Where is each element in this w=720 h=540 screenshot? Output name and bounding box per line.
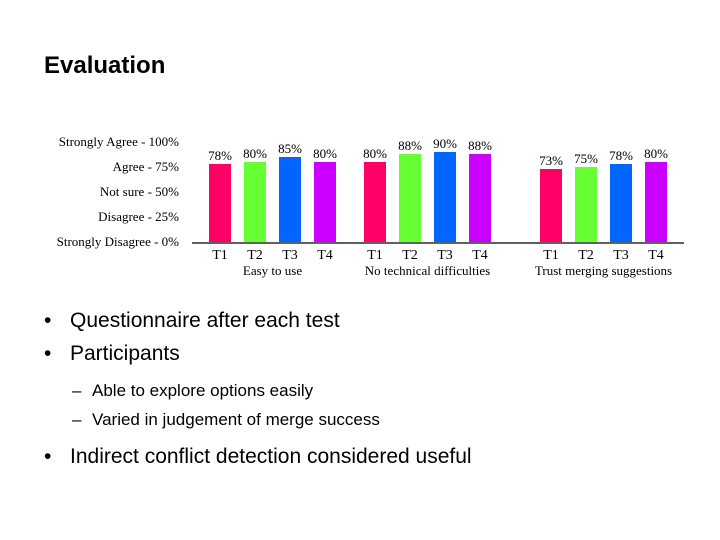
- x-tick-label: T2: [402, 248, 418, 263]
- x-tick-label: T4: [317, 248, 333, 263]
- bullet-text: Participants: [70, 342, 180, 365]
- x-tick-label: T2: [247, 248, 263, 263]
- bullet-marker: •: [44, 309, 52, 332]
- bar-value-label: 78%: [208, 148, 232, 163]
- y-tick-label: Disagree - 25%: [98, 209, 179, 224]
- bar: [610, 164, 632, 242]
- bar: [575, 167, 597, 242]
- bar-value-label: 80%: [644, 146, 668, 161]
- bar-value-label: 80%: [243, 146, 267, 161]
- bullet-item: • Participants: [44, 337, 704, 370]
- x-tick-label: T1: [543, 248, 559, 263]
- sub-bullet-list: – Able to explore options easily – Varie…: [44, 376, 704, 434]
- bar-value-label: 78%: [609, 148, 633, 163]
- bullet-item: • Questionnaire after each test: [44, 304, 704, 337]
- survey-bar-chart: Strongly Agree - 100% Agree - 75% Not sure…: [57, 134, 684, 278]
- group-label: Easy to use: [243, 263, 302, 278]
- sub-bullet-item: – Varied in judgement of merge success: [72, 405, 704, 434]
- bar-value-label: 80%: [363, 146, 387, 161]
- bar-value-label: 75%: [574, 151, 598, 166]
- sub-bullet-text: Varied in judgement of merge success: [92, 410, 380, 429]
- sub-bullet-text: Able to explore options easily: [92, 381, 314, 400]
- bar-value-label: 88%: [398, 138, 422, 153]
- bullet-marker: •: [44, 445, 52, 468]
- group-label: No technical difficulties: [365, 263, 490, 278]
- x-tick-label: T3: [437, 248, 453, 263]
- bullet-list: • Questionnaire after each test • Partic…: [44, 304, 704, 473]
- sub-bullet-item: – Able to explore options easily: [72, 376, 704, 405]
- bars: 78% T1 80% T2 85% T3 80% T4 Easy to use 80% T1 88% T…: [208, 136, 672, 278]
- x-tick-label: T3: [282, 248, 298, 263]
- y-tick-label: Agree - 75%: [113, 159, 180, 174]
- bullet-item: • Indirect conflict detection considered…: [44, 440, 704, 473]
- bar: [244, 162, 266, 242]
- bullet-marker: •: [44, 342, 52, 365]
- bar: [314, 162, 336, 242]
- bar: [399, 154, 421, 242]
- bar: [364, 162, 386, 242]
- bar-value-label: 90%: [433, 136, 457, 151]
- bar-value-label: 88%: [468, 138, 492, 153]
- x-tick-label: T2: [578, 248, 594, 263]
- bar: [434, 152, 456, 242]
- x-tick-label: T1: [212, 248, 228, 263]
- bullet-text: Questionnaire after each test: [70, 309, 340, 332]
- group-label: Trust merging suggestions: [535, 263, 672, 278]
- x-tick-label: T1: [367, 248, 383, 263]
- bar: [279, 157, 301, 242]
- y-axis-ticks: Strongly Agree - 100% Agree - 75% Not sure…: [57, 134, 180, 249]
- bar-value-label: 85%: [278, 141, 302, 156]
- y-tick-label: Not sure - 50%: [100, 184, 179, 199]
- bar: [469, 154, 491, 242]
- x-tick-label: T4: [472, 248, 488, 263]
- bar: [540, 169, 562, 242]
- y-tick-label: Strongly Disagree - 0%: [57, 234, 180, 249]
- x-tick-label: T4: [648, 248, 664, 263]
- y-tick-label: Strongly Agree - 100%: [59, 134, 179, 149]
- bullet-text: Indirect conflict detection considered u…: [70, 445, 472, 468]
- bar-value-label: 80%: [313, 146, 337, 161]
- bar-value-label: 73%: [539, 153, 563, 168]
- dash-marker: –: [72, 381, 82, 400]
- bar: [209, 164, 231, 242]
- dash-marker: –: [72, 410, 82, 429]
- slide-title: Evaluation: [44, 52, 166, 79]
- bar: [645, 162, 667, 242]
- x-tick-label: T3: [613, 248, 629, 263]
